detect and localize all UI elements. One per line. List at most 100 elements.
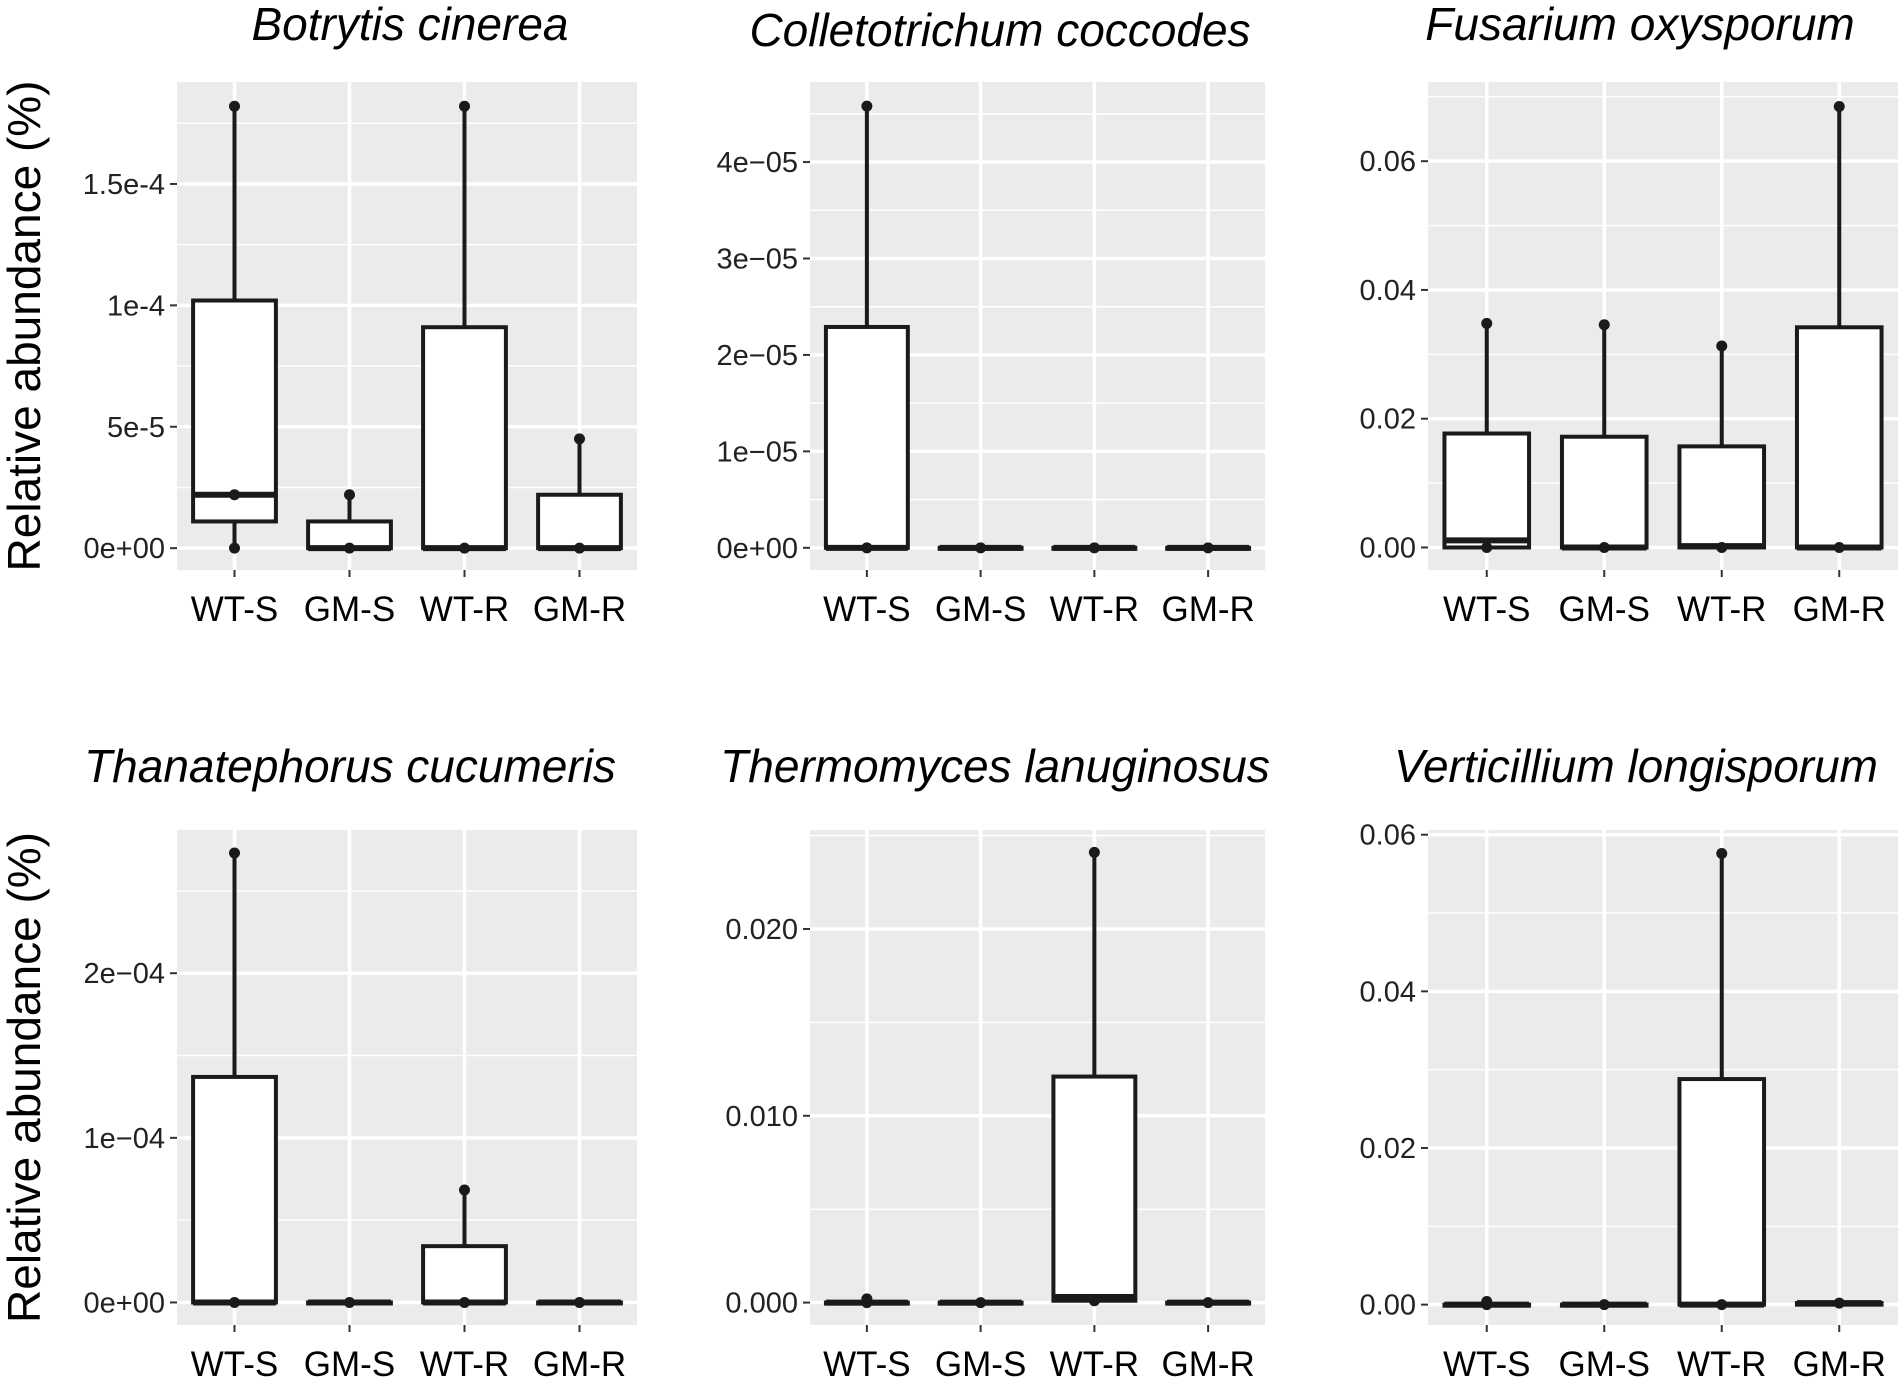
x-category-label: WT-R	[1677, 1345, 1766, 1384]
data-point	[459, 542, 470, 554]
data-point	[344, 542, 355, 554]
y-tick-label: 0.04	[1360, 275, 1416, 307]
y-tick-label: 0.02	[1360, 404, 1416, 436]
data-point	[229, 542, 240, 554]
data-point	[344, 1296, 355, 1308]
data-point	[1598, 541, 1610, 553]
box-WT-S	[823, 100, 910, 554]
panel-4: 0e+00 1e−04 2e−04 WT-S GM-S WT-R GM-R Thanateph…	[0, 740, 637, 1384]
data-point	[229, 847, 240, 859]
x-category-label: GM-S	[304, 590, 395, 629]
y-tick-label: 0e+00	[84, 533, 165, 565]
box-GM-S	[937, 1297, 1024, 1309]
x-category-label: GM-S	[935, 590, 1026, 629]
y-tick-label: 2e−04	[84, 958, 165, 990]
box-iqr	[1794, 325, 1884, 550]
x-category-label: WT-R	[1050, 590, 1139, 629]
data-point	[1088, 1295, 1100, 1307]
x-category-label: WT-R	[420, 590, 509, 629]
y-tick-label: 0e+00	[84, 1287, 165, 1319]
data-point	[861, 1293, 873, 1305]
box-iqr	[823, 324, 910, 550]
data-point	[1481, 317, 1493, 329]
y-axis-label: Relative abundance (%)	[0, 81, 50, 572]
panel-title: Fusarium oxysporum	[1425, 0, 1854, 50]
data-point	[1716, 541, 1728, 553]
panel-5: 0.000 0.010 0.020 WT-S GM-S WT-R GM-R Thermomyc…	[720, 740, 1270, 1384]
data-point	[1202, 1297, 1214, 1309]
y-tick-label: 0.00	[1360, 532, 1416, 564]
box-GM-S	[937, 542, 1024, 554]
box-iqr	[536, 492, 623, 551]
panel-background	[1428, 830, 1898, 1325]
y-tick-label: 0.02	[1360, 1133, 1416, 1165]
data-point	[1202, 542, 1214, 554]
x-category-label: GM-R	[1161, 1345, 1254, 1384]
panel-background	[810, 830, 1265, 1325]
box-WT-S	[823, 1293, 910, 1309]
box-GM-S	[1559, 1299, 1649, 1311]
box-GM-R	[1165, 542, 1252, 554]
x-category-label: GM-S	[935, 1345, 1026, 1384]
box-WT-R	[1677, 847, 1767, 1311]
box-iqr	[1442, 431, 1532, 550]
data-point	[229, 100, 240, 112]
box-iqr	[421, 1244, 508, 1305]
data-point	[229, 489, 240, 501]
box-WT-R	[421, 1184, 508, 1308]
panel-6: 0.00 0.02 0.04 0.06 WT-S GM-S WT-R GM-R Verticil…	[1360, 740, 1898, 1384]
box-iqr	[1677, 1077, 1767, 1307]
y-tick-label: 4e−05	[717, 147, 798, 179]
y-axis-label: Relative abundance (%)	[0, 832, 50, 1323]
panel-title: Thermomyces lanuginosus	[720, 740, 1270, 792]
x-category-label: GM-R	[1793, 1345, 1886, 1384]
data-point	[574, 433, 585, 445]
data-point	[1481, 541, 1493, 553]
box-iqr	[1559, 434, 1649, 550]
data-point	[1716, 847, 1728, 859]
x-category-label: GM-R	[1161, 590, 1254, 629]
panel-1: 0e+00 5e-5 1e-4 1.5e-4 WT-S GM-S WT-R GM-R Botry…	[0, 0, 637, 629]
box-iqr	[191, 298, 278, 524]
x-category-label: WT-R	[1050, 1345, 1139, 1384]
box-GM-S	[306, 489, 393, 554]
data-point	[1598, 1299, 1610, 1311]
box-WT-S	[1442, 1296, 1532, 1311]
data-point	[344, 489, 355, 501]
y-tick-label: 1e−04	[84, 1123, 165, 1155]
data-point	[975, 542, 987, 554]
x-category-label: WT-R	[420, 1345, 509, 1384]
y-tick-label: 1e−05	[717, 436, 798, 468]
x-category-label: GM-S	[304, 1345, 395, 1384]
y-tick-label: 1e-4	[107, 290, 165, 322]
box-WT-S	[191, 100, 278, 554]
data-point	[229, 1296, 240, 1308]
y-tick-label: 0.000	[725, 1288, 798, 1320]
y-tick-label: 0.06	[1360, 146, 1416, 178]
panel-3: 0.00 0.02 0.04 0.06 WT-S GM-S WT-R GM-R Fusarium…	[1360, 0, 1898, 629]
box-WT-R	[1051, 846, 1138, 1307]
panel-title: Thanatephorus cucumeris	[84, 740, 616, 792]
x-category-label: WT-S	[1443, 1345, 1530, 1384]
x-category-label: GM-S	[1559, 590, 1650, 629]
data-point	[1833, 1297, 1845, 1309]
y-tick-label: 0.020	[725, 914, 798, 946]
box-WT-R	[1677, 340, 1767, 553]
box-WT-R	[421, 100, 508, 554]
x-category-label: WT-R	[1677, 590, 1766, 629]
data-point	[1833, 100, 1845, 112]
y-tick-label: 0.04	[1360, 976, 1416, 1008]
box-WT-S	[191, 847, 278, 1308]
box-GM-S	[306, 1296, 393, 1308]
box-GM-R	[1165, 1297, 1252, 1309]
data-point	[1833, 541, 1845, 553]
box-GM-R	[1794, 100, 1884, 553]
data-point	[459, 1296, 470, 1308]
x-category-label: WT-S	[191, 590, 278, 629]
y-tick-label: 0.010	[725, 1101, 798, 1133]
box-GM-R	[536, 433, 623, 554]
data-point	[1088, 542, 1100, 554]
box-GM-S	[1559, 319, 1649, 553]
data-point	[861, 542, 873, 554]
